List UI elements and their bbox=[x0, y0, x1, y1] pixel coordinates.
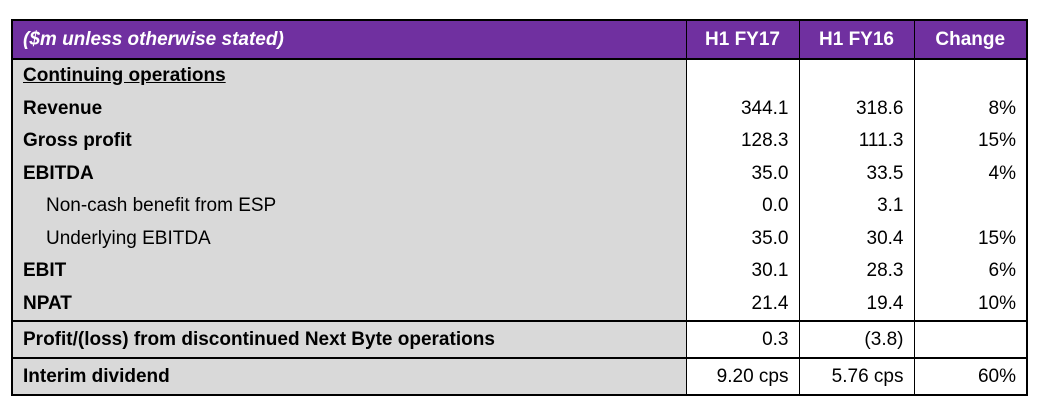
value-cell: 10% bbox=[913, 287, 1027, 321]
table-row: Profit/(loss) from discontinued Next Byt… bbox=[12, 320, 1027, 358]
table-row: Continuing operations bbox=[12, 59, 1027, 93]
value-cell bbox=[913, 320, 1027, 358]
table-body: Continuing operations Revenue 344.1 318.6 8%… bbox=[12, 59, 1027, 395]
value-cell: 8% bbox=[913, 92, 1027, 125]
table-row: Gross profit 128.3 111.3 15% bbox=[12, 125, 1027, 158]
value-text: 4% bbox=[988, 162, 1016, 184]
value-text: (3.8) bbox=[864, 328, 904, 350]
value-cell bbox=[913, 59, 1027, 93]
value-cell: 5.76 cps bbox=[798, 357, 914, 395]
row-label: Underlying EBITDA bbox=[12, 222, 686, 255]
value-text: 344.1 bbox=[740, 97, 789, 119]
value-text: 30.4 bbox=[866, 227, 904, 249]
value-cell: 35.0 bbox=[685, 157, 799, 190]
label-text: Underlying EBITDA bbox=[46, 227, 211, 249]
results-table: ($m unless otherwise stated) H1 FY17 H1 FY… bbox=[11, 19, 1028, 396]
value-cell: 28.3 bbox=[798, 255, 914, 288]
value-cell: 0.3 bbox=[685, 320, 799, 358]
value-text: 6% bbox=[988, 260, 1016, 282]
value-cell bbox=[798, 59, 914, 93]
label-text: Gross profit bbox=[23, 130, 132, 152]
table-row: Non-cash benefit from ESP 0.0 3.1 bbox=[12, 190, 1027, 223]
table-row: NPAT 21.4 19.4 10% bbox=[12, 287, 1027, 321]
table-row: Interim dividend 9.20 cps 5.76 cps 60% bbox=[12, 357, 1027, 395]
value-text: 21.4 bbox=[751, 292, 789, 314]
value-cell bbox=[685, 59, 799, 93]
header-cell: H1 FY17 bbox=[685, 20, 799, 60]
header-row: ($m unless otherwise stated) H1 FY17 H1 FY… bbox=[12, 20, 1027, 60]
value-text: 10% bbox=[977, 292, 1016, 314]
value-text: 3.1 bbox=[877, 195, 904, 217]
value-cell: 33.5 bbox=[798, 157, 914, 190]
value-cell: 35.0 bbox=[685, 222, 799, 255]
value-text: 0.3 bbox=[762, 328, 789, 350]
value-text: 15% bbox=[977, 227, 1016, 249]
value-text: 60% bbox=[977, 365, 1016, 387]
value-cell: 15% bbox=[913, 125, 1027, 158]
label-text: Revenue bbox=[23, 97, 103, 119]
label-text: EBIT bbox=[23, 260, 67, 282]
value-text: 19.4 bbox=[866, 292, 904, 314]
value-cell: 15% bbox=[913, 222, 1027, 255]
table-row: EBIT 30.1 28.3 6% bbox=[12, 255, 1027, 288]
value-text: 30.1 bbox=[751, 260, 789, 282]
header-cell: ($m unless otherwise stated) bbox=[12, 20, 686, 60]
value-text: 28.3 bbox=[866, 260, 904, 282]
label-text: Continuing operations bbox=[23, 65, 226, 87]
table-row: Underlying EBITDA 35.0 30.4 15% bbox=[12, 222, 1027, 255]
value-text: 8% bbox=[988, 97, 1016, 119]
label-text: Interim dividend bbox=[23, 365, 170, 387]
label-text: Non-cash benefit from ESP bbox=[46, 195, 277, 217]
row-label: Revenue bbox=[12, 92, 686, 125]
value-cell: 19.4 bbox=[798, 287, 914, 321]
value-text: 9.20 cps bbox=[716, 365, 789, 387]
value-cell: 30.1 bbox=[685, 255, 799, 288]
value-text: 128.3 bbox=[740, 130, 789, 152]
table-row: Revenue 344.1 318.6 8% bbox=[12, 92, 1027, 125]
row-label: Gross profit bbox=[12, 125, 686, 158]
row-label: EBIT bbox=[12, 255, 686, 288]
label-text: NPAT bbox=[23, 292, 72, 314]
value-text: 111.3 bbox=[858, 130, 904, 152]
value-text: 318.6 bbox=[855, 97, 904, 119]
label-text: EBITDA bbox=[23, 162, 94, 184]
value-cell: 30.4 bbox=[798, 222, 914, 255]
value-cell: 6% bbox=[913, 255, 1027, 288]
row-label: Profit/(loss) from discontinued Next Byt… bbox=[12, 320, 686, 358]
value-cell: 128.3 bbox=[685, 125, 799, 158]
value-cell: 3.1 bbox=[798, 190, 914, 223]
row-label: Interim dividend bbox=[12, 357, 686, 395]
row-label: EBITDA bbox=[12, 157, 686, 190]
label-text: Profit/(loss) from discontinued Next Byt… bbox=[23, 328, 495, 350]
value-text: 35.0 bbox=[751, 227, 789, 249]
value-cell: 21.4 bbox=[685, 287, 799, 321]
value-cell: 4% bbox=[913, 157, 1027, 190]
value-text: 0.0 bbox=[762, 195, 789, 217]
table-row: EBITDA 35.0 33.5 4% bbox=[12, 157, 1027, 190]
value-cell: 0.0 bbox=[685, 190, 799, 223]
value-cell bbox=[913, 190, 1027, 223]
row-label: Continuing operations bbox=[12, 59, 686, 93]
value-cell: 9.20 cps bbox=[685, 357, 799, 395]
value-text: 5.76 cps bbox=[831, 365, 904, 387]
value-text: 15% bbox=[977, 130, 1016, 152]
value-cell: 111.3 bbox=[798, 125, 914, 158]
row-label: Non-cash benefit from ESP bbox=[12, 190, 686, 223]
value-text: 35.0 bbox=[751, 162, 789, 184]
value-cell: (3.8) bbox=[798, 320, 914, 358]
header-cell: H1 FY16 bbox=[798, 20, 914, 60]
value-text: 33.5 bbox=[866, 162, 904, 184]
row-label: NPAT bbox=[12, 287, 686, 321]
header-cell: Change bbox=[913, 20, 1027, 60]
value-cell: 60% bbox=[913, 357, 1027, 395]
value-cell: 318.6 bbox=[798, 92, 914, 125]
value-cell: 344.1 bbox=[685, 92, 799, 125]
